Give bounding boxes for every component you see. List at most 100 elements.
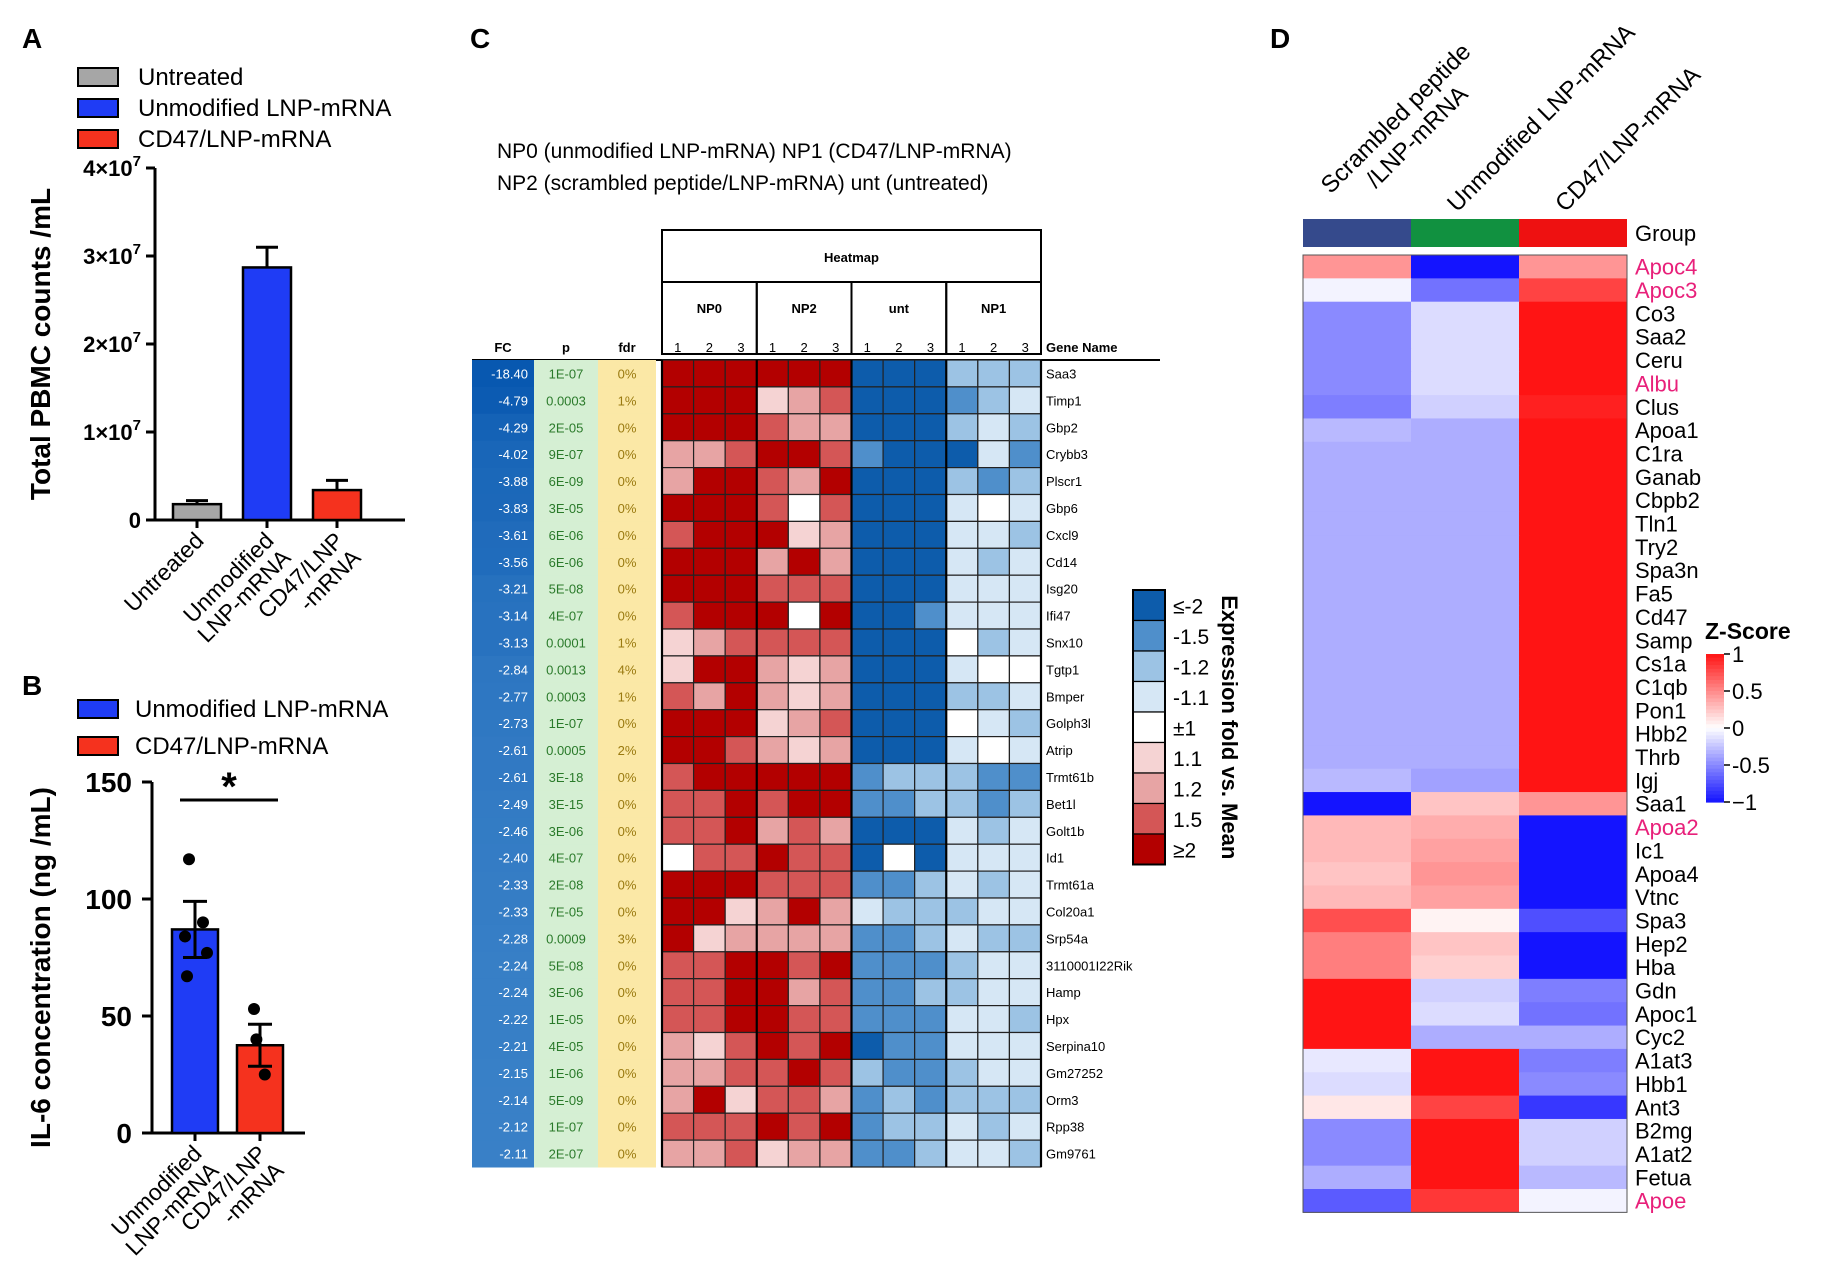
legend-label: -1.2 (1173, 656, 1209, 679)
fdr-cell (598, 898, 656, 926)
gene-label: Rpp38 (1046, 1120, 1084, 1135)
heatmap-cell (977, 978, 1011, 1007)
heatmap-cell (977, 413, 1011, 442)
heatmap-cell (945, 762, 979, 791)
heatmap-cell (914, 628, 947, 657)
heatmap-cell (787, 789, 821, 818)
gene-label: Bet1l (1046, 797, 1076, 812)
heatmap-cell (724, 682, 758, 711)
heatmap-cell (850, 359, 884, 388)
heatmap-cell (1008, 762, 1042, 791)
heatmap-cell (724, 359, 758, 388)
gene-label: Trmt61a (1046, 878, 1095, 893)
p-value: 9E-07 (549, 447, 584, 462)
heatmap-cell (661, 789, 695, 818)
heatmap-cell (914, 978, 947, 1007)
heatmap-cell (724, 709, 758, 738)
heatmap-cell (1008, 655, 1042, 684)
replicate-label: 1 (769, 340, 776, 355)
y-tick-label: 0 (116, 1118, 132, 1149)
gene-label: Apoa1 (1635, 418, 1699, 443)
heatmap-cell (1411, 978, 1520, 1003)
fc-cell (472, 709, 534, 738)
data-point (258, 1068, 271, 1081)
heatmap-cell (1411, 745, 1520, 770)
heatmap-cell (1303, 1142, 1412, 1167)
heatmap-cell (1008, 924, 1042, 953)
fdr-cell (598, 575, 656, 603)
p-value: 0.0005 (546, 743, 586, 758)
legend-gradient-step (1706, 798, 1724, 803)
heatmap-cell (977, 520, 1011, 549)
fdr-cell (598, 1086, 656, 1114)
heatmap-cell (787, 359, 821, 388)
heatmap-cell (882, 816, 916, 845)
heatmap-cell (819, 735, 853, 765)
heatmap-cell (850, 1139, 884, 1168)
gene-label: Ifi47 (1046, 609, 1071, 624)
gene-label: Apoe (1635, 1189, 1686, 1214)
heatmap-cell (661, 467, 695, 496)
y-axis-title: Total PBMC counts /mL (25, 188, 56, 500)
heatmap-cell (724, 413, 758, 442)
heatmap-cell (1519, 978, 1628, 1003)
heatmap-cell (819, 1139, 853, 1168)
heatmap-cell (787, 1139, 821, 1168)
column-header-fdr: fdr (618, 340, 635, 355)
legend-gradient-step (1706, 757, 1724, 762)
heatmap-cell (1008, 1085, 1042, 1114)
heatmap-cell (1008, 978, 1042, 1007)
heatmap-cell (819, 951, 853, 980)
gene-label: Apoa4 (1635, 862, 1699, 887)
gene-label: A1at3 (1635, 1049, 1693, 1074)
heatmap-cell (1411, 885, 1520, 910)
heatmap-cell (945, 440, 979, 469)
heatmap-cell (882, 978, 916, 1007)
heatmap-cell (945, 467, 979, 496)
heatmap-cell (787, 547, 821, 576)
heatmap-cell (882, 520, 916, 549)
p-cell (534, 575, 598, 603)
gene-label: A1at2 (1635, 1142, 1693, 1167)
gene-label: Trmt61b (1046, 770, 1094, 785)
heatmap-cell (692, 709, 726, 738)
heatmap-cell (1303, 278, 1412, 303)
heatmap-cell (787, 628, 821, 657)
fc-value: -2.49 (498, 797, 528, 812)
heatmap-cell (724, 520, 758, 549)
replicate-label: 1 (958, 340, 965, 355)
gene-label: 3110001I22Rik (1046, 958, 1133, 973)
heatmap-cell (819, 440, 853, 469)
fdr-value: 0% (618, 366, 637, 381)
fc-value: -2.14 (498, 1093, 528, 1108)
gene-label: Ceru (1635, 348, 1683, 373)
p-cell (534, 736, 598, 764)
heatmap-cell (1519, 768, 1628, 793)
gene-label: Thrb (1635, 745, 1680, 770)
fc-value: -2.15 (498, 1066, 528, 1081)
legend-swatch (77, 699, 119, 719)
heatmap-cell (756, 682, 789, 711)
heatmap-cell (1519, 465, 1628, 489)
fc-cell (472, 844, 534, 872)
heatmap-cell (1411, 1072, 1520, 1097)
heatmap-cell (724, 547, 758, 576)
heatmap-cell (756, 709, 789, 738)
heatmap-cell (724, 1112, 758, 1141)
heatmap-cell (1008, 735, 1042, 765)
replicate-label: 1 (864, 340, 871, 355)
legend-swatch (1132, 741, 1166, 774)
legend-note: NP0 (unmodified LNP-mRNA) NP1 (CD47/LNP-… (497, 140, 1012, 163)
heatmap-cell (1303, 1118, 1412, 1143)
gene-label: Cxcl9 (1046, 528, 1079, 543)
gene-label: Ganab (1635, 465, 1701, 490)
gene-label: Serpina10 (1046, 1039, 1105, 1054)
heatmap-cell (1008, 789, 1042, 818)
fdr-value: 0% (618, 770, 637, 785)
heatmap-cell (692, 440, 726, 469)
heatmap-cell (1411, 581, 1520, 606)
fc-cell (472, 1086, 534, 1114)
legend-label: 1.1 (1173, 748, 1202, 771)
fc-value: -2.73 (498, 716, 528, 731)
p-cell (534, 413, 598, 442)
